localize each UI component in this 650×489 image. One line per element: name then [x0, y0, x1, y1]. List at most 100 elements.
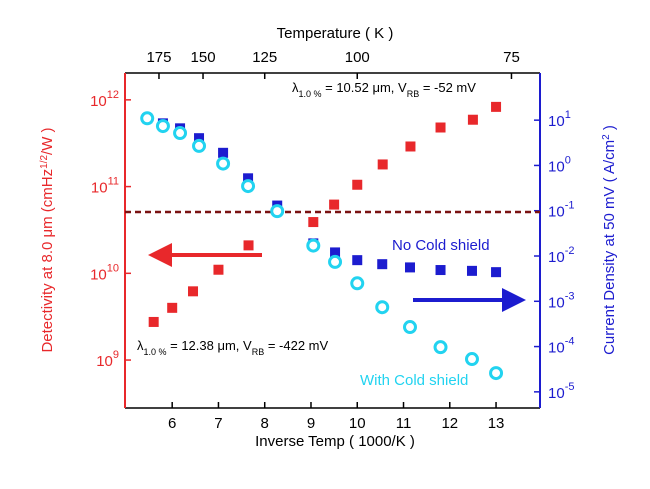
text-part: Current Density at 50 mV ( A/cm	[601, 140, 618, 355]
point	[270, 204, 285, 219]
y-tick-label: 1012	[90, 89, 119, 110]
point	[194, 133, 205, 144]
point	[352, 179, 363, 190]
text-part: = -422 mV	[264, 338, 328, 353]
y2-tick-label: 10-1	[548, 200, 574, 221]
point	[491, 267, 502, 278]
x2-tick-label: 75	[503, 49, 520, 66]
point	[404, 262, 415, 273]
tick-base: 10	[548, 204, 565, 221]
x-tick-label: 10	[349, 415, 366, 432]
tick-base: 10	[548, 249, 565, 266]
tick-base: 10	[548, 294, 565, 311]
tick-base: 10	[548, 340, 565, 357]
x-tick-label: 9	[307, 415, 315, 432]
point	[350, 276, 365, 291]
y2-tick-label: 100	[548, 154, 571, 175]
point	[375, 300, 390, 315]
point	[167, 302, 178, 313]
point	[491, 101, 502, 112]
point	[188, 286, 199, 297]
x-axis-title: Inverse Temp ( 1000/K )	[255, 433, 415, 450]
tick-exp: 0	[565, 154, 571, 166]
y-tick-label: 1010	[90, 262, 119, 283]
point	[328, 254, 343, 269]
tick-exp: 12	[107, 89, 119, 101]
tick-base: 10	[548, 385, 565, 402]
tick-exp: -4	[565, 336, 575, 348]
point	[405, 141, 416, 152]
text-part: Detectivity at 8.0 μm (cmHz	[39, 169, 56, 353]
y-tick-label: 1011	[91, 176, 119, 197]
x2-tick-label: 150	[191, 49, 216, 66]
y2-tick-label: 101	[548, 109, 571, 130]
x2-tick-label: 175	[146, 49, 171, 66]
point	[155, 119, 170, 134]
text-part: )	[601, 125, 618, 134]
tick-exp: -5	[565, 381, 575, 393]
tick-base: 10	[90, 266, 107, 283]
point	[306, 238, 321, 253]
point	[241, 179, 256, 194]
point	[464, 352, 479, 367]
point	[466, 265, 477, 276]
annotation: λ1.0 % = 12.38 μm, VRB = -422 mV	[137, 338, 328, 357]
x-tick-label: 13	[488, 415, 505, 432]
tick-exp: -1	[565, 200, 575, 212]
point	[148, 316, 159, 327]
text-part: λ	[292, 80, 299, 95]
point	[243, 240, 254, 251]
point	[377, 159, 388, 170]
point	[218, 147, 229, 158]
tick-exp: -2	[565, 245, 575, 257]
y2-tick-label: 10-2	[548, 245, 574, 266]
text-part: /W )	[39, 127, 56, 155]
text-part: = -52 mV	[419, 80, 476, 95]
tick-base: 10	[91, 180, 108, 197]
point	[435, 265, 446, 276]
text-part: 1.0 %	[144, 347, 167, 357]
x-tick-label: 6	[168, 415, 176, 432]
annotation: λ1.0 % = 10.52 μm, VRB = -52 mV	[292, 80, 476, 99]
point	[173, 126, 188, 141]
text-part: 1/2	[39, 155, 50, 169]
y2-tick-label: 10-5	[548, 381, 574, 402]
point	[330, 247, 341, 258]
y2-tick-label: 10-3	[548, 290, 574, 311]
x2-tick-label: 100	[345, 49, 370, 66]
point	[467, 114, 478, 125]
text-part: 2	[601, 134, 612, 140]
legend-entry: With Cold shield	[360, 372, 468, 389]
y2-axis-title: Current Density at 50 mV ( A/cm2 )	[601, 125, 619, 355]
tick-exp: 1	[565, 109, 571, 121]
point	[329, 199, 340, 210]
text-part: = 10.52 μm, V	[322, 80, 408, 95]
point	[489, 366, 504, 381]
text-part: 1.0 %	[299, 89, 322, 99]
point	[213, 264, 224, 275]
point	[192, 138, 207, 153]
x-tick-label: 8	[261, 415, 269, 432]
tick-exp: 10	[107, 262, 119, 274]
x2-tick-label: 125	[252, 49, 277, 66]
tick-exp: -3	[565, 290, 575, 302]
point	[140, 111, 155, 126]
x-tick-label: 12	[441, 415, 458, 432]
tick-base: 10	[548, 113, 565, 130]
y-tick-label: 109	[96, 349, 119, 370]
point	[377, 259, 388, 270]
tick-base: 10	[548, 158, 565, 175]
point	[352, 255, 363, 266]
x-tick-label: 7	[214, 415, 222, 432]
point	[402, 320, 417, 335]
text-part: RB	[407, 89, 420, 99]
text-part: = 12.38 μm, V	[167, 338, 253, 353]
tick-base: 10	[96, 353, 113, 370]
text-part: RB	[252, 347, 265, 357]
point	[435, 122, 446, 133]
tick-exp: 9	[113, 349, 119, 361]
tick-base: 10	[90, 93, 107, 110]
y2-tick-label: 10-4	[548, 336, 574, 357]
point	[308, 217, 319, 228]
